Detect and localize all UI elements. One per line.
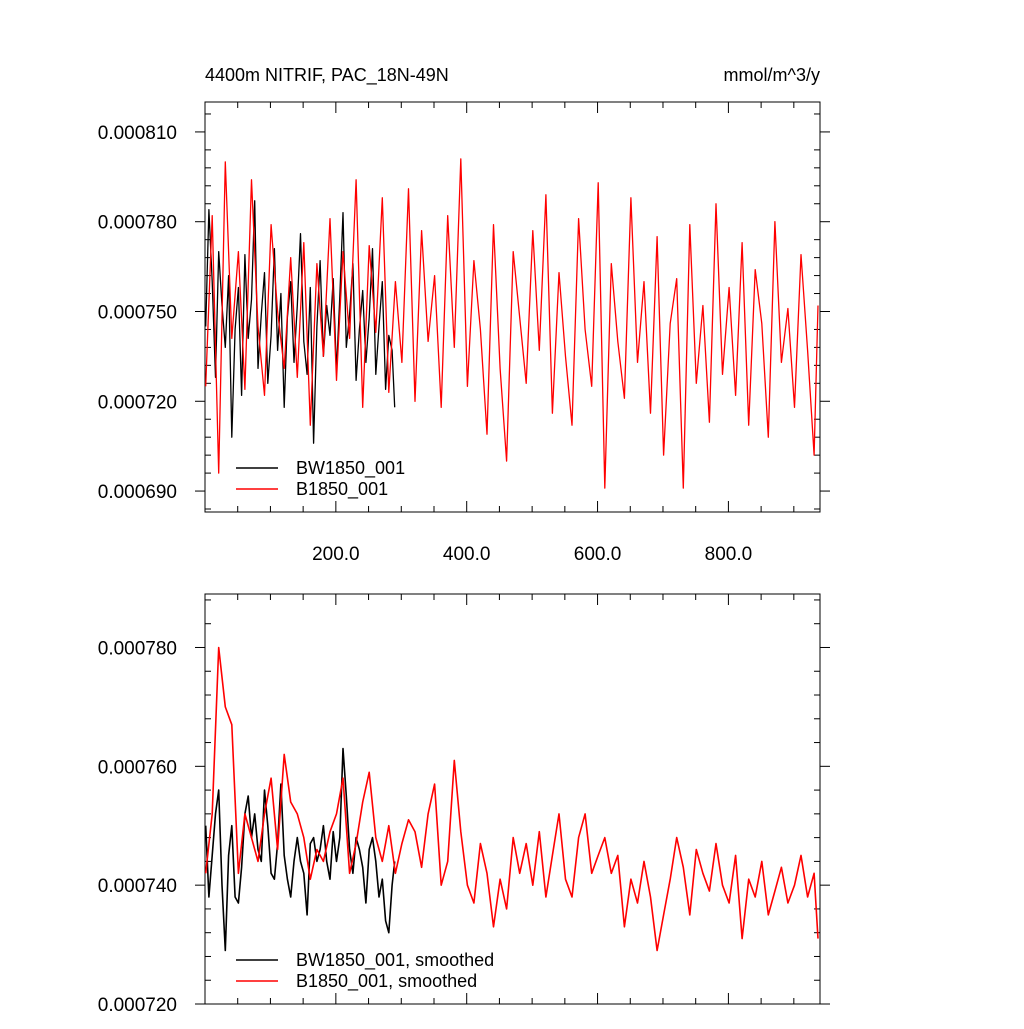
- top-legend-label-0: BW1850_001: [296, 458, 405, 479]
- top-y-tick-label: 0.000720: [98, 392, 177, 413]
- bottom-plot-frame: [204, 593, 821, 1005]
- bottom-series-line-0: [204, 747, 396, 952]
- top-y-tick-label: 0.000780: [98, 213, 177, 234]
- top-series-line-0: [205, 200, 396, 444]
- top-x-tick-label: 400.0: [443, 544, 491, 565]
- top-panel: 0.000690 0.000720 0.000750 0.000780 0.000810…: [98, 101, 830, 565]
- top-x-tick-label: 800.0: [705, 544, 753, 565]
- top-y-tick-label: 0.000810: [98, 123, 177, 144]
- top-x-tick-label: 600.0: [574, 544, 622, 565]
- bottom-panel: 0.000720 0.000740 0.000760 0.000780 BW1850_0…: [98, 593, 830, 1016]
- bottom-y-tick-label: 0.000740: [98, 876, 177, 897]
- bottom-legend-label-1: B1850_001, smoothed: [296, 971, 477, 992]
- bottom-y-tick-label: 0.000760: [98, 757, 177, 778]
- top-x-tick-label: 200.0: [312, 544, 360, 565]
- top-series-line-1: [205, 158, 819, 489]
- bottom-legend-label-0: BW1850_001, smoothed: [296, 950, 494, 971]
- top-y-tick-label: 0.000750: [98, 302, 177, 323]
- bottom-y-tick-label: 0.000780: [98, 638, 177, 659]
- bottom-series-line-1: [204, 646, 819, 952]
- top-panel-title: 4400m NITRIF, PAC_18N-49N: [205, 65, 449, 86]
- top-panel-units: mmol/m^3/y: [724, 65, 820, 85]
- top-plot-frame: [204, 101, 821, 513]
- top-y-tick-label: 0.000690: [98, 482, 177, 503]
- top-legend-label-1: B1850_001: [296, 479, 388, 500]
- bottom-y-tick-label: 0.000720: [98, 995, 177, 1016]
